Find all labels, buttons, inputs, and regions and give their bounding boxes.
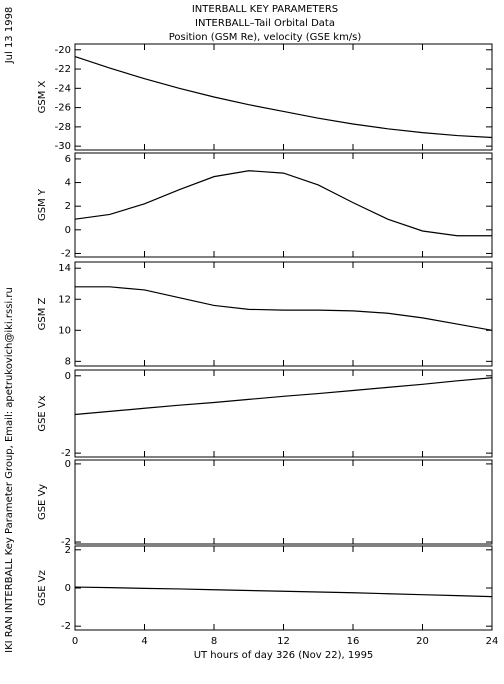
y-tick-label: 0 xyxy=(65,583,71,594)
data-line xyxy=(74,586,493,598)
y-tick-label: -2 xyxy=(61,448,71,459)
x-tick-label: 12 xyxy=(277,636,290,647)
y-axis-label: GSE Vz xyxy=(37,570,48,606)
data-line xyxy=(74,377,493,416)
panel-frame xyxy=(74,43,493,151)
title-line: INTERBALL–Tail Orbital Data xyxy=(195,18,335,29)
y-tick-label: -26 xyxy=(55,103,71,114)
y-axis-label: GSE Vx xyxy=(37,395,48,431)
x-tick-label: 4 xyxy=(141,636,147,647)
panel-frame xyxy=(74,459,493,545)
x-tick-label: 24 xyxy=(486,636,499,647)
credit: IKI RAN INTERBALL Key Parameter Group, E… xyxy=(4,287,15,653)
y-tick-label: 12 xyxy=(58,294,71,305)
y-tick-label: 0 xyxy=(65,371,71,382)
y-tick-label: -28 xyxy=(55,122,71,133)
y-axis-label: GSE Vy xyxy=(37,484,48,520)
x-axis-label: UT hours of day 326 (Nov 22), 1995 xyxy=(194,650,374,661)
panel-frame xyxy=(74,152,493,258)
y-tick-label: 2 xyxy=(65,545,71,556)
y-tick-label: 2 xyxy=(65,201,71,212)
data-line xyxy=(74,170,492,237)
y-tick-label: -22 xyxy=(55,64,71,75)
y-tick-label: -2 xyxy=(61,537,71,548)
y-tick-label: 10 xyxy=(58,325,71,336)
y-axis-label: GSM X xyxy=(37,80,48,113)
y-tick-label: -20 xyxy=(55,45,71,56)
x-tick-label: 16 xyxy=(347,636,360,647)
panel-frame xyxy=(74,261,493,367)
y-tick-label: -2 xyxy=(61,621,71,632)
title-line: INTERBALL KEY PARAMETERS xyxy=(192,4,338,15)
y-tick-label: -2 xyxy=(61,248,71,259)
data-line xyxy=(75,286,493,331)
y-tick-label: 14 xyxy=(58,263,71,274)
y-tick-label: -24 xyxy=(55,83,71,94)
y-tick-label: 0 xyxy=(65,225,71,236)
y-axis-label: GSM Z xyxy=(37,297,48,330)
x-tick-label: 0 xyxy=(72,636,78,647)
x-tick-label: 8 xyxy=(211,636,217,647)
date: Jul 13 1998 xyxy=(4,7,15,65)
y-tick-label: 0 xyxy=(65,459,71,470)
y-axis-label: GSM Y xyxy=(37,188,48,221)
y-tick-label: 8 xyxy=(65,356,71,367)
y-tick-label: 6 xyxy=(65,154,71,165)
y-tick-label: 4 xyxy=(65,178,71,189)
x-tick-label: 20 xyxy=(416,636,429,647)
data-line xyxy=(74,55,493,139)
title-line: Position (GSM Re), velocity (GSE km/s) xyxy=(169,32,362,43)
y-tick-label: -30 xyxy=(55,141,71,152)
